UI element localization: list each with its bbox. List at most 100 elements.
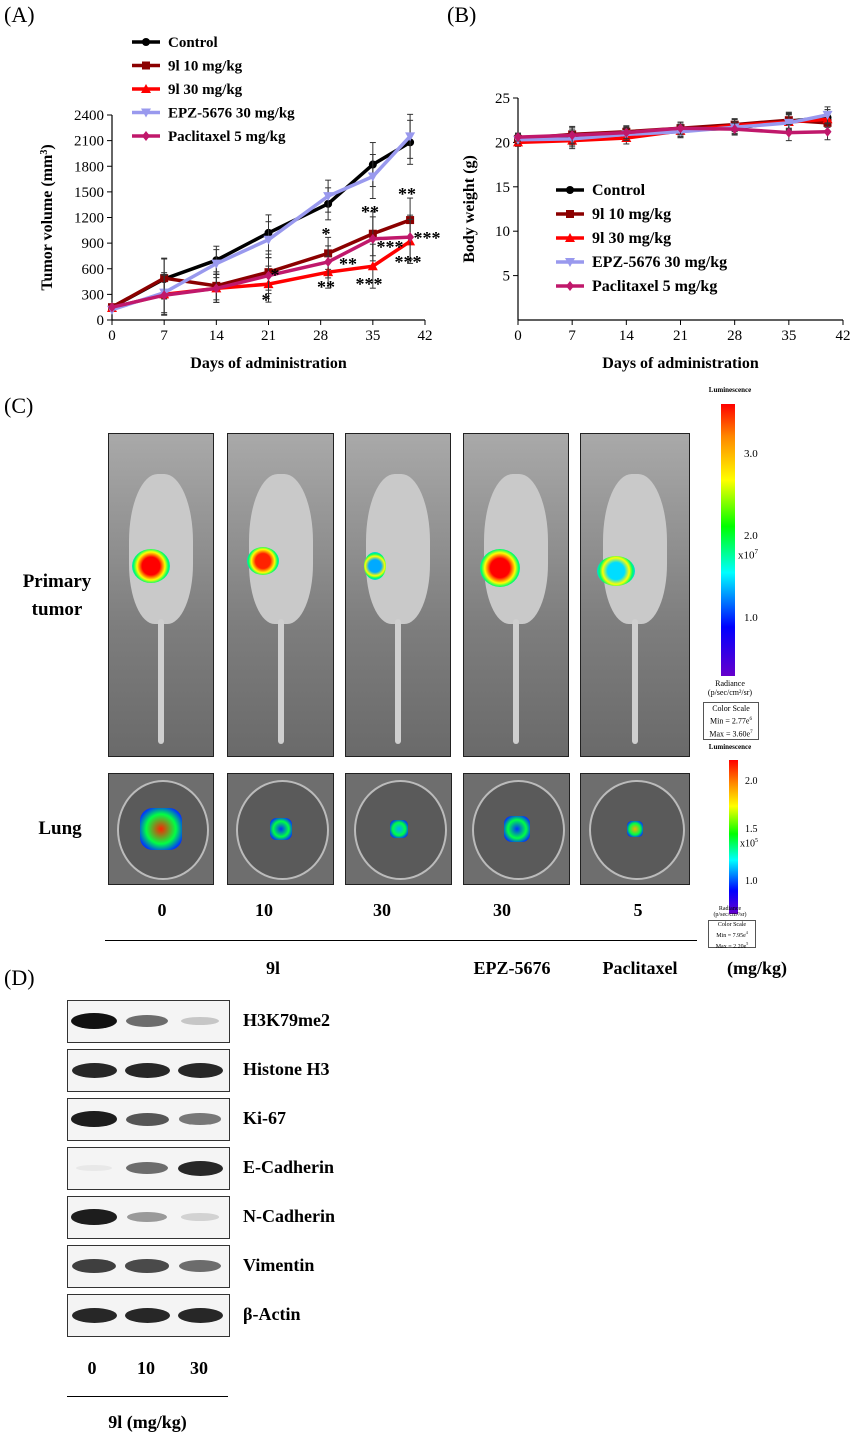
y-tick-label: 900 xyxy=(82,236,105,252)
blot-band xyxy=(71,1307,117,1323)
series-paclitaxel-5-mg-kg xyxy=(108,214,415,316)
dose-label: 30 xyxy=(493,900,511,920)
color-scale-box-primary: Color Scale Min = 2.77e6 Max = 3.60e7 xyxy=(703,702,759,740)
series-paclitaxel-5-mg-kg xyxy=(514,121,832,144)
blot-label: Histone H3 xyxy=(243,1059,330,1079)
mouse-tail xyxy=(395,619,401,744)
data-point xyxy=(141,108,151,118)
significance-marker: *** xyxy=(377,237,404,257)
blot-band xyxy=(127,1212,167,1222)
y-tick-label: 2100 xyxy=(74,134,104,150)
scale-tick: 2.0 xyxy=(744,530,758,542)
lung-dish xyxy=(589,780,685,880)
dose-label: 0 xyxy=(157,900,167,920)
x-tick-label: 14 xyxy=(619,328,635,344)
data-point xyxy=(367,261,378,271)
blot-band xyxy=(72,1259,116,1273)
significance-marker: ** xyxy=(361,202,379,222)
lung-signal xyxy=(503,816,530,842)
data-point xyxy=(212,283,221,294)
y-tick-label: 1200 xyxy=(74,211,104,227)
x-axis-label: Days of administration xyxy=(602,355,759,372)
blot-band xyxy=(124,1307,170,1323)
dose-label: 10 xyxy=(255,900,273,920)
tumor-signal xyxy=(247,547,279,575)
group-label-paclitaxel: Paclitaxel xyxy=(602,958,678,978)
blot-strip xyxy=(67,1196,230,1239)
legend-label: Control xyxy=(168,35,218,51)
legend-entry: 9l 30 mg/kg xyxy=(556,230,671,247)
mouse-tail xyxy=(158,619,164,744)
significance-marker: * xyxy=(271,265,280,285)
data-point xyxy=(822,110,833,120)
blot-band xyxy=(125,1259,169,1273)
significance-marker: *** xyxy=(356,274,383,294)
x-tick-label: 14 xyxy=(209,328,225,344)
lung-image xyxy=(580,773,690,885)
legend-entry: 9l 30 mg/kg xyxy=(132,82,243,98)
data-point xyxy=(368,233,377,244)
data-point xyxy=(566,210,574,218)
x-tick-label: 28 xyxy=(727,328,742,344)
blot-label: Ki-67 xyxy=(243,1108,286,1128)
y-tick-label: 20 xyxy=(495,135,510,151)
panel-label-b: (B) xyxy=(447,2,477,27)
legend-entry: EPZ-5676 30 mg/kg xyxy=(556,254,727,271)
scale-tick: 1.0 xyxy=(744,612,758,624)
scale-title-primary: Luminescence xyxy=(708,386,752,394)
mouse-tail xyxy=(632,619,638,744)
x-tick-label: 28 xyxy=(313,328,328,344)
panel-label-c: (C) xyxy=(4,393,34,418)
y-tick-label: 10 xyxy=(495,224,510,240)
x-axis-label: Days of administration xyxy=(190,355,347,372)
tumor-signal xyxy=(132,549,170,583)
data-point xyxy=(565,258,575,267)
significance-marker: *** xyxy=(414,228,441,248)
data-point xyxy=(367,172,378,182)
legend-label: EPZ-5676 30 mg/kg xyxy=(592,254,727,271)
data-point xyxy=(323,192,334,202)
data-point xyxy=(566,281,574,291)
blot-label: Vimentin xyxy=(243,1255,315,1275)
data-point xyxy=(324,256,333,267)
blot-dose-label: 10 xyxy=(137,1358,155,1378)
blot-band xyxy=(177,1062,223,1078)
blot-strip xyxy=(67,1098,230,1141)
data-point xyxy=(784,127,793,138)
blot-band xyxy=(126,1162,168,1174)
blot-label: β-Actin xyxy=(243,1304,301,1324)
blot-band xyxy=(71,1209,117,1225)
legend-label: Paclitaxel 5 mg/kg xyxy=(592,278,717,295)
x-tick-label: 21 xyxy=(673,328,688,344)
x-tick-label: 7 xyxy=(568,328,576,344)
y-tick-label: 1500 xyxy=(74,185,104,201)
dose-label: 30 xyxy=(373,900,391,920)
blot-strip xyxy=(67,1000,230,1043)
blot-band xyxy=(71,1013,117,1029)
lung-signal xyxy=(627,821,643,837)
y-tick-label: 15 xyxy=(495,180,510,196)
tumor-signal xyxy=(597,556,635,586)
blot-band xyxy=(181,1017,219,1025)
legend-entry: Control xyxy=(132,35,218,51)
x-tick-label: 42 xyxy=(836,328,851,344)
row-label-lung: Lung xyxy=(38,818,82,839)
blot-band xyxy=(179,1113,221,1125)
mouse-body xyxy=(129,474,193,624)
blot-band xyxy=(124,1062,170,1078)
scale-exponent: x107 xyxy=(738,548,758,562)
significance-marker: ** xyxy=(398,184,416,204)
scale-tick: 1.0 xyxy=(745,876,758,887)
lung-signal xyxy=(269,818,292,840)
blot-label: N-Cadherin xyxy=(243,1206,336,1226)
data-point xyxy=(142,61,150,70)
y-axis-label: Tumor volume (mm3) xyxy=(39,144,57,290)
scale-exponent: x105 xyxy=(740,838,758,850)
lung-signal xyxy=(140,808,182,850)
significance-marker: * xyxy=(262,290,271,310)
row-label-primary-tumor: Primary tumor xyxy=(22,571,92,620)
blot-strip xyxy=(67,1245,230,1288)
blot-band xyxy=(177,1307,223,1323)
blot-strip xyxy=(67,1294,230,1337)
legend-label: EPZ-5676 30 mg/kg xyxy=(168,106,295,122)
